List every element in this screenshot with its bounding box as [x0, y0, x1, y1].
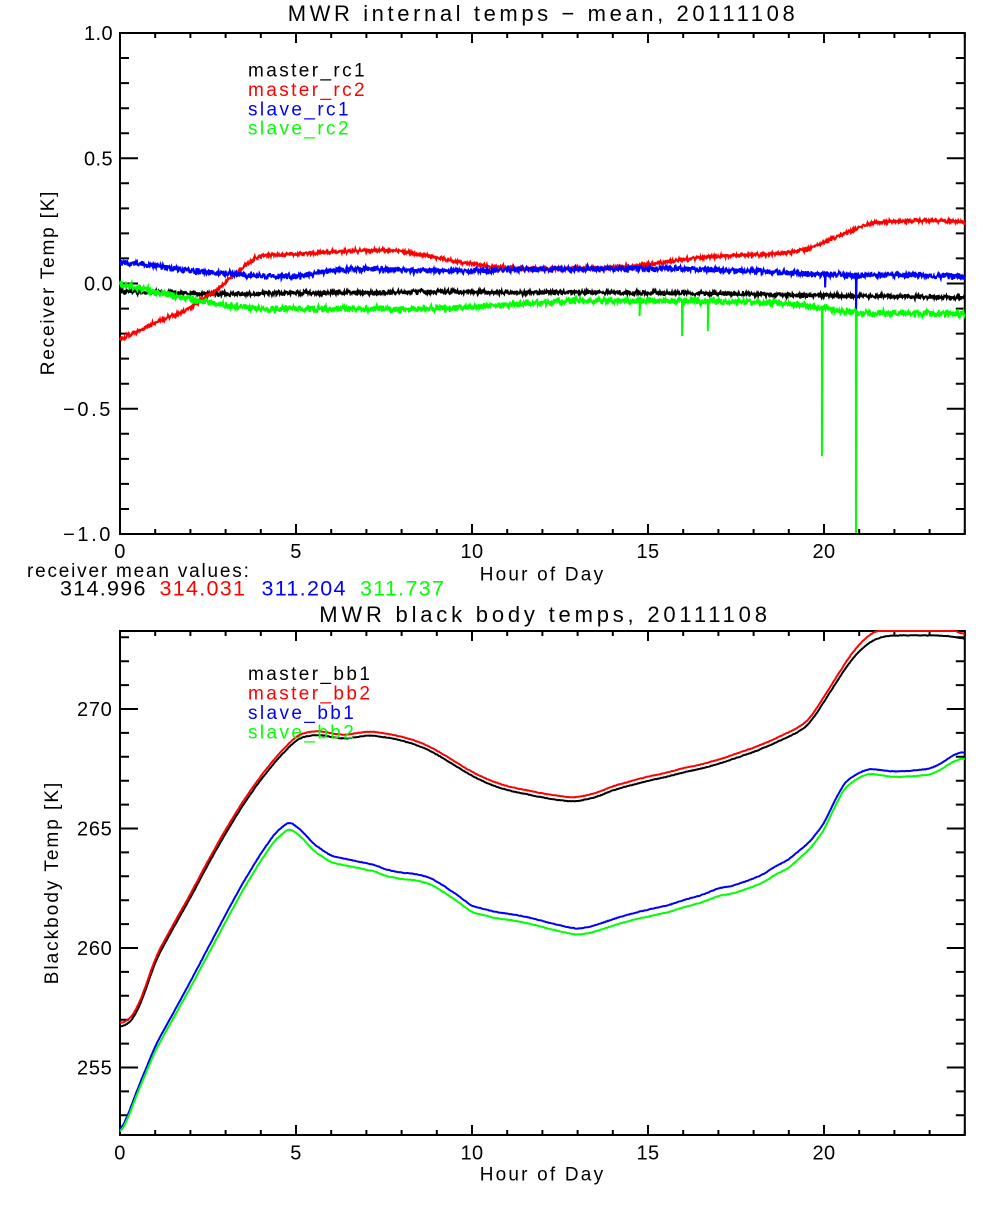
svg-text:Blackbody Temp [K]: Blackbody Temp [K] [42, 781, 63, 985]
svg-text:265: 265 [77, 819, 112, 841]
svg-text:receiver mean values:: receiver mean values: [27, 561, 251, 582]
svg-text:master_bb2: master_bb2 [248, 684, 372, 705]
svg-text:0: 0 [114, 1143, 126, 1165]
svg-text:1.0: 1.0 [84, 23, 113, 45]
svg-text:314.031: 314.031 [160, 577, 247, 601]
svg-text:slave_rc1: slave_rc1 [248, 99, 351, 120]
svg-text:MWR black body temps, 20111108: MWR black body temps, 20111108 [319, 602, 771, 627]
svg-text:10: 10 [460, 541, 483, 563]
svg-text:0.5: 0.5 [84, 148, 113, 170]
svg-text:slave_bb2: slave_bb2 [248, 723, 356, 744]
svg-text:255: 255 [77, 1058, 112, 1080]
svg-text:20: 20 [812, 541, 835, 563]
svg-text:20: 20 [812, 1143, 835, 1165]
svg-text:15: 15 [636, 541, 659, 563]
svg-text:Hour of Day: Hour of Day [480, 565, 606, 586]
svg-text:10: 10 [460, 1143, 483, 1165]
svg-text:master_rc2: master_rc2 [248, 80, 367, 101]
svg-text:311.737: 311.737 [360, 577, 445, 601]
svg-text:Receiver Temp [K]: Receiver Temp [K] [38, 190, 59, 375]
svg-text:311.204: 311.204 [262, 577, 347, 601]
svg-text:−1.0: −1.0 [63, 524, 113, 546]
svg-text:master_rc1: master_rc1 [248, 61, 367, 82]
svg-text:15: 15 [636, 1143, 659, 1165]
svg-text:−0.5: −0.5 [63, 399, 113, 421]
svg-text:314.996: 314.996 [60, 577, 147, 601]
svg-text:260: 260 [77, 938, 112, 960]
svg-text:slave_rc2: slave_rc2 [248, 119, 351, 140]
svg-text:0: 0 [114, 541, 126, 563]
svg-text:5: 5 [290, 1143, 302, 1165]
svg-text:270: 270 [77, 699, 112, 721]
svg-text:0.0: 0.0 [84, 274, 113, 296]
svg-text:5: 5 [290, 541, 302, 563]
svg-text:slave_bb1: slave_bb1 [248, 703, 356, 724]
svg-text:MWR internal temps − mean, 201: MWR internal temps − mean, 20111108 [288, 1, 799, 26]
svg-text:master_bb1: master_bb1 [248, 664, 372, 685]
svg-text:Hour of Day: Hour of Day [480, 1165, 606, 1186]
